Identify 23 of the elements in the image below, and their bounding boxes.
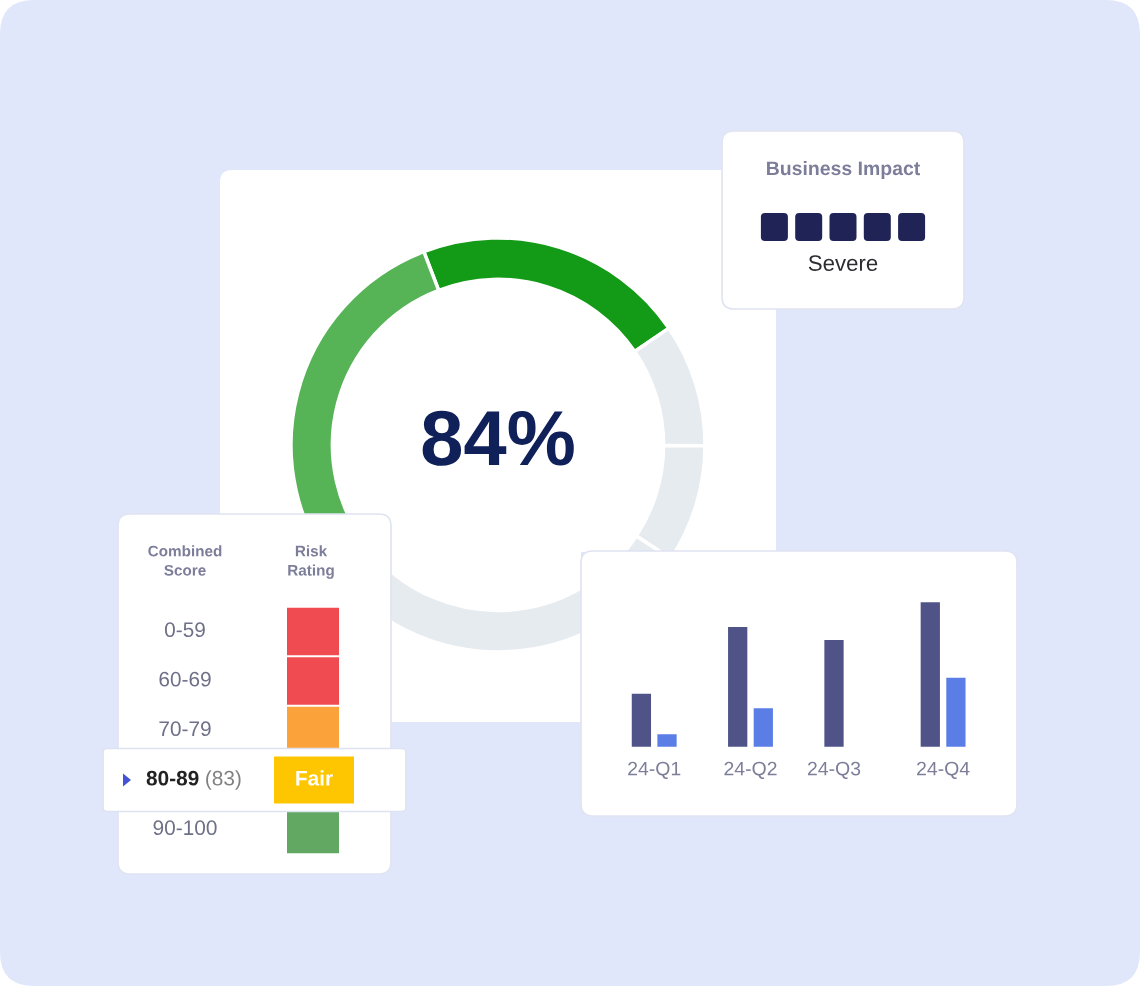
text: Risk Rating [288, 545, 334, 579]
text: 84% [422, 410, 574, 466]
x-tick-label: 24-Q4 [917, 761, 970, 779]
x-tick-label: 24-Q3 [807, 761, 861, 779]
category-label: 90-100 [153, 820, 217, 836]
category-label: 80-89 [146, 770, 199, 786]
category-label: 0-59 [164, 622, 205, 638]
text: Business Impact [767, 160, 921, 180]
text: (83) [206, 770, 241, 790]
bar [657, 734, 677, 748]
bar [920, 602, 940, 748]
category-label: 70-79 [159, 721, 211, 737]
category-label: 60-69 [159, 671, 211, 687]
bar [753, 708, 773, 748]
text: Fair [296, 770, 333, 786]
bar [824, 640, 844, 748]
x-tick-label: 24-Q2 [724, 761, 777, 779]
x-tick-label: 24-Q1 [628, 761, 681, 779]
bar [728, 626, 748, 748]
text: Severe [808, 255, 878, 271]
bar [946, 677, 966, 748]
text: Combined Score [148, 545, 222, 576]
bar [631, 693, 652, 748]
